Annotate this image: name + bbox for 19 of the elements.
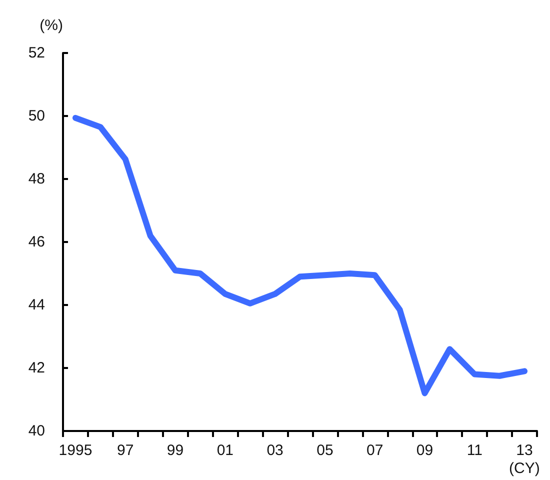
x-tick-label: 09	[416, 442, 434, 459]
x-tick-label: 1995	[58, 442, 92, 459]
y-tick-label: 48	[28, 170, 45, 188]
y-tick-label: 46	[28, 234, 45, 250]
x-tick-label: 99	[166, 442, 184, 459]
x-tick-label: 13	[516, 442, 533, 459]
y-tick-label: 44	[28, 296, 45, 314]
x-tick-label: 07	[366, 442, 384, 459]
x-tick-label: 11	[466, 442, 482, 459]
y-tick-label: 42	[28, 360, 45, 376]
y-axis-title: (%)	[40, 17, 64, 34]
y-tick-label: 40	[28, 422, 45, 440]
x-tick-label: 05	[316, 442, 334, 459]
x-tick-label: 97	[117, 442, 134, 459]
x-axis-title: (CY)	[509, 460, 540, 477]
x-tick-label: 01	[216, 442, 234, 459]
y-tick-label: 52	[28, 44, 45, 62]
x-tick-label: 03	[266, 442, 284, 459]
y-tick-label: 50	[28, 108, 45, 124]
